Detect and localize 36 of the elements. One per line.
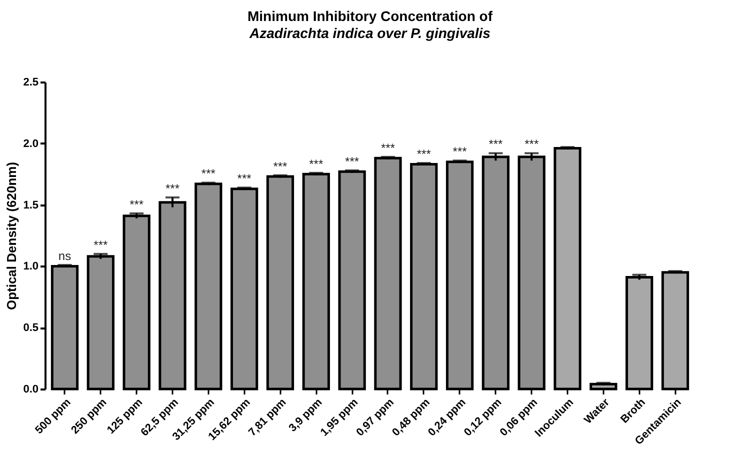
bar (446, 160, 474, 390)
y-tick-label: 2.0 (23, 138, 38, 150)
y-tick-label: 0.5 (23, 322, 38, 334)
bar (194, 182, 222, 390)
annotation: *** (94, 238, 108, 252)
y-tick-label: 2.5 (23, 76, 38, 88)
bar (230, 188, 258, 390)
annotation: *** (165, 181, 180, 196)
y-tick-label: 1.5 (23, 199, 38, 212)
bar (338, 170, 366, 390)
bar (302, 172, 330, 390)
annotation: *** (416, 147, 432, 162)
bar (266, 175, 294, 390)
annotation: *** (309, 156, 324, 171)
bar (554, 147, 582, 390)
bar (50, 264, 79, 390)
y-tick-label: 0.0 (23, 384, 38, 396)
annotation: *** (130, 197, 144, 212)
bar (158, 201, 186, 390)
annotation: *** (201, 166, 216, 181)
annotation: *** (452, 144, 468, 159)
bar (590, 382, 618, 390)
annotation: *** (488, 137, 504, 152)
annotation: *** (345, 154, 360, 168)
annotation: *** (380, 140, 396, 155)
y-tick-label: 1.0 (23, 260, 38, 273)
annotation: *** (524, 137, 539, 152)
annotation: ns (58, 248, 72, 263)
y-axis-title: Optical Density (620nm) (4, 162, 20, 310)
chart-subtitle: Azadirachta indica over P. gingivalis (248, 25, 491, 41)
annotation: *** (237, 172, 252, 186)
bar (410, 163, 438, 390)
bar (374, 156, 402, 390)
bar (661, 271, 690, 390)
annotation: *** (273, 159, 288, 174)
chart-title: Minimum Inhibitory Concentration of (248, 8, 493, 24)
